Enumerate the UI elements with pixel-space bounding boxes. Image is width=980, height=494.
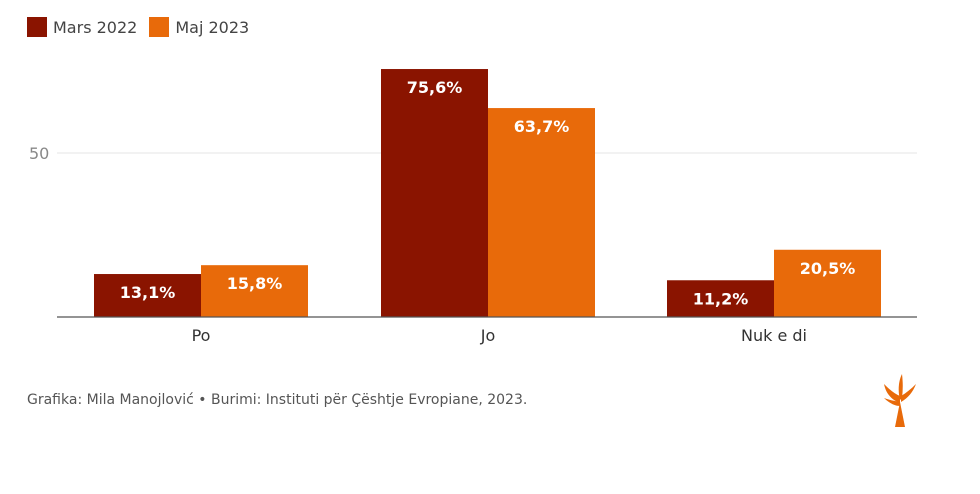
bar-maj-2023-nuk-e-di bbox=[774, 249, 881, 317]
x-tick-label: Jo bbox=[480, 326, 496, 345]
bar-maj-2023-po bbox=[201, 265, 308, 317]
torch-logo-icon bbox=[884, 374, 916, 427]
bar-mars-2022-nuk-e-di bbox=[667, 280, 774, 317]
data-label: 11,2% bbox=[693, 289, 749, 308]
bar-maj-2023-jo bbox=[488, 108, 595, 318]
legend-swatch-mars-2022 bbox=[27, 17, 47, 37]
data-label: 63,7% bbox=[514, 117, 570, 136]
legend-label-maj-2023: Maj 2023 bbox=[175, 17, 250, 37]
y-tick-label-50: 50 bbox=[29, 144, 49, 163]
bar-mars-2022-po bbox=[94, 274, 201, 317]
x-tick-label: Nuk e di bbox=[741, 326, 807, 345]
data-label: 13,1% bbox=[120, 283, 176, 302]
bar-mars-2022-jo bbox=[381, 69, 488, 317]
legend-label-mars-2022: Mars 2022 bbox=[53, 17, 138, 37]
x-tick-label: Po bbox=[192, 326, 211, 345]
legend-item-mars-2022[interactable]: Mars 2022 bbox=[27, 17, 137, 37]
data-label: 20,5% bbox=[800, 259, 856, 278]
legend-swatch-maj-2023 bbox=[149, 17, 170, 37]
data-label: 15,8% bbox=[227, 274, 283, 293]
legend-item-maj-2023[interactable]: Maj 2023 bbox=[149, 17, 249, 37]
legend: Mars 2022 Maj 2023 bbox=[27, 17, 249, 37]
data-label: 75,6% bbox=[407, 78, 463, 97]
source-credit: Grafika: Mila Manojlović • Burimi: Insti… bbox=[27, 392, 528, 408]
